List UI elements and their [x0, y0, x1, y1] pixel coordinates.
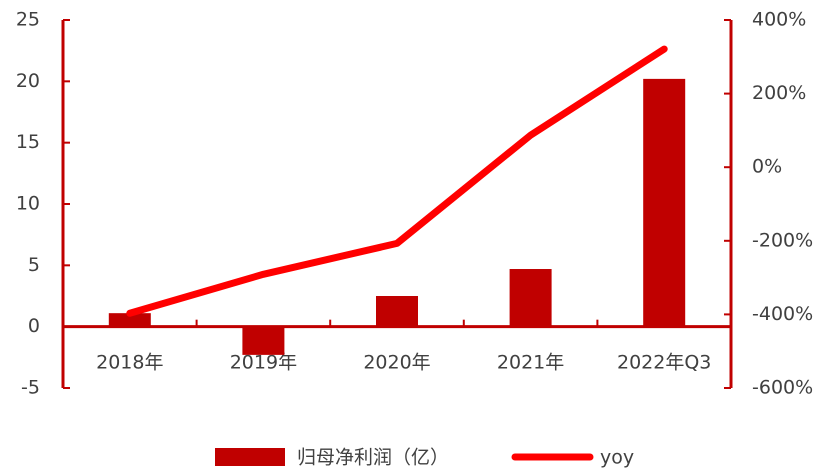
x-tick-label: 2020年 — [363, 352, 430, 374]
bar — [509, 269, 552, 327]
legend-label: 归母净利润（亿） — [297, 447, 449, 469]
bar — [108, 313, 151, 327]
y2-tick-label: -400% — [752, 303, 813, 325]
y2-tick-label: -600% — [752, 377, 813, 399]
y2-tick-label: 400% — [752, 9, 806, 31]
x-tick-label: 2019年 — [230, 352, 297, 374]
y2-tick-label: -200% — [752, 229, 813, 251]
y-tick-label: -5 — [21, 377, 40, 399]
y2-tick-label: 0% — [752, 156, 782, 178]
bar — [376, 296, 418, 327]
x-tick-label: 2021年 — [497, 352, 564, 374]
line — [126, 45, 668, 317]
legend-label: yoy — [600, 447, 634, 469]
x-tick-label: 2022年Q3 — [617, 352, 711, 374]
y-tick-label: 25 — [16, 9, 40, 31]
y-tick-label: 0 — [28, 315, 40, 337]
x-tick-label: 2018年 — [96, 352, 163, 374]
y-tick-label: 15 — [16, 131, 40, 153]
legend-swatch — [215, 448, 285, 466]
y2-tick-label: 200% — [752, 82, 806, 104]
y-tick-label: 20 — [16, 70, 40, 92]
bar — [643, 78, 686, 327]
y-tick-label: 10 — [16, 193, 40, 215]
y-tick-label: 5 — [28, 254, 40, 276]
bar — [242, 326, 285, 355]
